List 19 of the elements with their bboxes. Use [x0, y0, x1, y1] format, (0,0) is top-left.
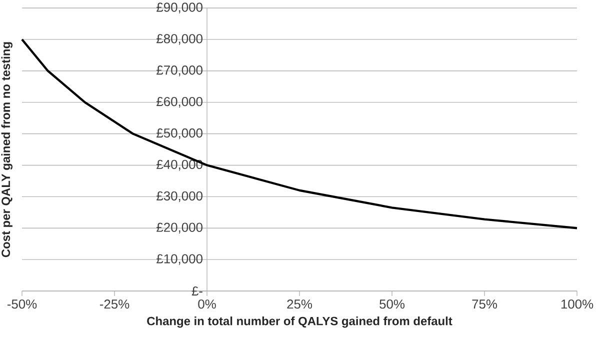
x-tick-label: -50%	[7, 300, 37, 309]
y-tick-label: £90,000	[156, 2, 202, 14]
y-tick-label: £30,000	[156, 191, 202, 202]
x-tick-label: 50%	[380, 300, 405, 309]
y-axis-title: Cost per QALY gained from no testing	[1, 42, 12, 258]
y-tick-label: £80,000	[156, 34, 202, 45]
y-tick-label: £50,000	[156, 128, 202, 140]
x-tick-label: 25%	[287, 300, 312, 309]
x-axis-title: Change in total number of QALYS gained from default	[147, 316, 452, 328]
x-tick-label: 75%	[472, 300, 498, 309]
x-tick-label: -25%	[100, 300, 130, 309]
x-tick-label: 0%	[198, 300, 216, 309]
y-tick-label: £10,000	[156, 254, 202, 265]
x-tick-label: 100%	[561, 300, 594, 309]
y-tick-label: £60,000	[156, 96, 202, 108]
y-tick-label: £40,000	[156, 160, 202, 171]
y-tick-label: £20,000	[156, 222, 202, 234]
y-tick-label: £70,000	[156, 66, 202, 76]
y-tick-label: £-	[192, 286, 202, 296]
